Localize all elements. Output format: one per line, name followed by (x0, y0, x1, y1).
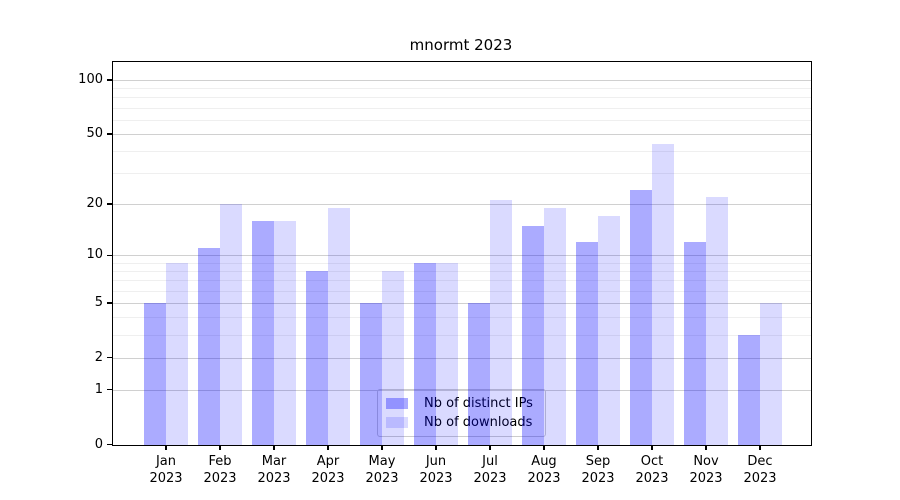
x-tick-jun (435, 445, 437, 450)
gridline-minor-3 (113, 335, 811, 336)
y-tick-label-50: 50 (86, 126, 103, 141)
legend-entry-distinct-ips: Nb of distinct IPs (386, 396, 545, 411)
gridline-major-1 (113, 389, 811, 391)
x-tick-label-mar: Mar 2023 (257, 454, 291, 486)
gridline-minor-30 (113, 173, 811, 175)
bar-ips-feb (198, 248, 220, 445)
bar-downloads-aug (544, 207, 566, 445)
y-tick-label-10: 10 (86, 247, 103, 263)
x-tick-label-nov: Nov 2023 (689, 454, 723, 486)
bar-ips-mar (252, 220, 274, 445)
y-tick-100 (106, 79, 112, 81)
legend-swatch-downloads (386, 417, 408, 428)
y-tick-10 (106, 254, 112, 256)
bar-downloads-feb (220, 204, 242, 445)
bar-downloads-may (382, 271, 404, 445)
legend-label-distinct-ips: Nb of distinct IPs (424, 396, 533, 411)
bar-downloads-dec (760, 303, 782, 445)
x-tick-label-aug: Aug 2023 (527, 454, 561, 486)
plot-area: Nb of distinct IPs Nb of downloads Jan 20… (78, 61, 812, 486)
x-tick-mar (273, 445, 275, 450)
gridline-minor-7 (113, 280, 811, 282)
bar-ips-nov (684, 241, 706, 445)
gridline-major-5 (113, 303, 811, 304)
x-tick-label-sep: Sep 2023 (581, 454, 615, 486)
y-tick-1 (106, 389, 112, 391)
bar-ips-oct (630, 190, 652, 445)
y-tick-label-2: 2 (94, 349, 103, 365)
bar-downloads-oct (652, 143, 674, 445)
y-tick-2 (106, 357, 112, 359)
x-tick-sep (597, 445, 599, 450)
bar-ips-jul (468, 303, 490, 445)
x-tick-label-jan: Jan 2023 (149, 454, 183, 486)
x-tick-may (381, 445, 383, 450)
gridline-major-100 (113, 80, 811, 81)
gridline-minor-90 (113, 88, 811, 90)
gridline-major-2 (113, 357, 811, 359)
bar-downloads-jun (436, 262, 458, 445)
y-tick-20 (106, 203, 112, 205)
x-tick-oct (651, 445, 653, 450)
y-tick-50 (106, 133, 112, 135)
chart-title: mnormt 2023 (409, 36, 513, 54)
y-tick-label-100: 100 (78, 72, 103, 87)
gridline-minor-80 (113, 97, 811, 99)
gridline-minor-9 (113, 262, 811, 264)
bar-downloads-mar (274, 220, 296, 445)
gridline-minor-4 (113, 317, 811, 319)
bar-downloads-apr (328, 207, 350, 445)
bar-downloads-jul (490, 200, 512, 445)
bar-downloads-sep (598, 216, 620, 445)
gridline-minor-70 (113, 107, 811, 109)
x-tick-label-oct: Oct 2023 (635, 454, 669, 486)
bar-ips-jun (414, 262, 436, 445)
bar-ips-dec (738, 335, 760, 445)
x-tick-label-feb: Feb 2023 (203, 454, 237, 486)
y-tick-label-20: 20 (86, 196, 103, 211)
legend-entry-downloads: Nb of downloads (386, 415, 545, 430)
x-tick-nov (705, 445, 707, 450)
x-tick-apr (327, 445, 329, 450)
x-tick-label-apr: Apr 2023 (311, 454, 345, 486)
legend-swatch-distinct-ips (386, 398, 408, 409)
x-tick-jul (489, 445, 491, 450)
x-tick-label-may: May 2023 (365, 454, 399, 486)
bar-downloads-nov (706, 196, 728, 445)
y-tick-5 (106, 302, 112, 304)
x-tick-label-dec: Dec 2023 (743, 454, 777, 486)
gridline-major-10 (113, 255, 811, 257)
x-tick-feb (219, 445, 221, 450)
bar-ips-may (360, 303, 382, 445)
legend-label-downloads: Nb of downloads (424, 415, 533, 430)
x-tick-label-jul: Jul 2023 (473, 454, 507, 486)
x-tick-dec (759, 445, 761, 450)
x-tick-aug (543, 445, 545, 450)
bar-ips-jan (144, 303, 166, 445)
bar-downloads-jan (166, 262, 188, 445)
bar-ips-apr (306, 271, 328, 445)
gridline-minor-40 (113, 151, 811, 153)
legend: Nb of distinct IPs Nb of downloads (377, 389, 546, 437)
y-tick-0 (106, 443, 112, 446)
gridline-minor-8 (113, 271, 811, 272)
gridline-minor-6 (113, 290, 811, 292)
y-tick-label-0: 0 (94, 436, 103, 452)
x-tick-label-jun: Jun 2023 (419, 454, 453, 486)
x-tick-jan (165, 445, 167, 450)
gridline-minor-60 (113, 119, 811, 121)
bar-ips-sep (576, 241, 598, 445)
gridline-major-20 (113, 204, 811, 205)
gridline-major-50 (113, 134, 811, 135)
y-tick-label-1: 1 (94, 381, 103, 397)
bar-ips-aug (522, 225, 544, 445)
y-tick-label-5: 5 (94, 295, 103, 310)
